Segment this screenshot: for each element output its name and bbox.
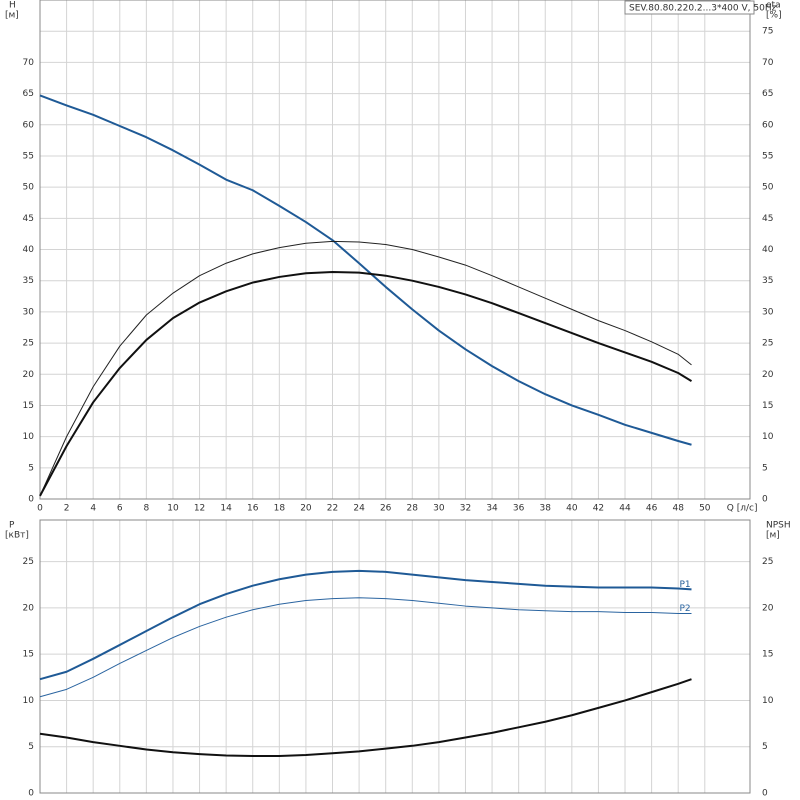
- y-tick-label: 40: [23, 245, 35, 255]
- x-tick-label: 12: [194, 504, 205, 514]
- y2-tick-label: 15: [762, 650, 773, 660]
- x-tick-label: 48: [672, 504, 684, 514]
- curve-label: P1: [679, 580, 690, 590]
- x-tick-label: 20: [300, 504, 312, 514]
- x-tick-label: 26: [380, 504, 392, 514]
- y2-label: NPSH: [766, 521, 791, 531]
- y2-tick-label: 70: [762, 58, 774, 68]
- y-tick-label: 5: [28, 463, 34, 473]
- y-tick-label: 50: [23, 183, 35, 193]
- x-tick-label: 22: [327, 504, 338, 514]
- y-tick-label: 10: [23, 696, 35, 706]
- y-tick-label: 10: [23, 432, 35, 442]
- x-tick-label: 0: [37, 504, 43, 514]
- curve: [39, 678, 692, 757]
- x-tick-label: 10: [167, 504, 179, 514]
- top-frame: [39, 0, 751, 500]
- y2-tick-label: 10: [762, 432, 774, 442]
- y-tick-label: 65: [23, 89, 34, 99]
- y-label: H: [9, 1, 16, 11]
- x-tick-label: 2: [64, 504, 70, 514]
- y2-tick-label: 15: [762, 401, 773, 411]
- y2-tick-label: 0: [762, 789, 768, 799]
- title-box: [624, 0, 755, 15]
- y2-label: eta: [766, 1, 781, 11]
- y-tick-label: 45: [23, 214, 34, 224]
- y2-unit: [м]: [766, 531, 780, 541]
- y-label: P: [9, 521, 15, 531]
- x-label: Q [л/с]: [727, 504, 758, 514]
- y2-tick-label: 60: [762, 120, 774, 130]
- curve-label: P2: [679, 604, 690, 614]
- x-tick-label: 4: [90, 504, 96, 514]
- curve: [39, 94, 692, 446]
- x-tick-label: 28: [407, 504, 419, 514]
- y-tick-label: 15: [23, 650, 34, 660]
- x-tick-label: 24: [353, 504, 365, 514]
- y-tick-label: 25: [23, 339, 34, 349]
- y-tick-label: 15: [23, 401, 34, 411]
- x-tick-label: 16: [247, 504, 259, 514]
- curve: [39, 240, 692, 497]
- x-tick-label: 38: [540, 504, 552, 514]
- y2-tick-label: 75: [762, 27, 773, 37]
- x-tick-label: 14: [220, 504, 232, 514]
- y-unit: [м]: [5, 11, 19, 21]
- y2-tick-label: 5: [762, 742, 768, 752]
- chart-title: SEV.80.80.220.2...3*400 V, 50Hz: [629, 4, 777, 14]
- y2-tick-label: 65: [762, 89, 773, 99]
- curve: [39, 569, 692, 681]
- y2-tick-label: 0: [762, 495, 768, 505]
- y2-tick-label: 45: [762, 214, 773, 224]
- y-tick-label: 0: [28, 789, 34, 799]
- y2-tick-label: 35: [762, 276, 773, 286]
- y-tick-label: 55: [23, 151, 34, 161]
- y2-tick-label: 40: [762, 245, 774, 255]
- y-tick-label: 5: [28, 742, 34, 752]
- y2-tick-label: 50: [762, 183, 774, 193]
- x-tick-label: 42: [593, 504, 604, 514]
- y-tick-label: 70: [23, 58, 35, 68]
- y2-tick-label: 20: [762, 370, 774, 380]
- y-tick-label: 30: [23, 307, 35, 317]
- y2-tick-label: 10: [762, 696, 774, 706]
- x-tick-label: 50: [699, 504, 711, 514]
- x-tick-label: 18: [274, 504, 286, 514]
- curve: [39, 597, 692, 698]
- x-tick-label: 30: [433, 504, 445, 514]
- y2-tick-label: 55: [762, 151, 773, 161]
- x-tick-label: 46: [646, 504, 658, 514]
- x-tick-label: 40: [566, 504, 578, 514]
- y2-unit: [%]: [766, 11, 782, 21]
- curve: [39, 270, 693, 497]
- y2-tick-label: 5: [762, 463, 768, 473]
- x-tick-label: 32: [460, 504, 471, 514]
- y2-tick-label: 25: [762, 557, 773, 567]
- x-tick-label: 36: [513, 504, 525, 514]
- y-tick-label: 20: [23, 603, 35, 613]
- y-tick-label: 0: [28, 495, 34, 505]
- y-tick-label: 60: [23, 120, 35, 130]
- y2-tick-label: 20: [762, 603, 774, 613]
- bottom-frame: [39, 519, 751, 794]
- x-tick-label: 34: [486, 504, 498, 514]
- y-unit: [кВт]: [5, 531, 29, 541]
- x-tick-label: 44: [619, 504, 631, 514]
- x-tick-label: 8: [143, 504, 149, 514]
- x-tick-label: 6: [117, 504, 123, 514]
- y-tick-label: 25: [23, 557, 34, 567]
- y2-tick-label: 30: [762, 307, 774, 317]
- y-tick-label: 20: [23, 370, 35, 380]
- y-tick-label: 35: [23, 276, 34, 286]
- y2-tick-label: 25: [762, 339, 773, 349]
